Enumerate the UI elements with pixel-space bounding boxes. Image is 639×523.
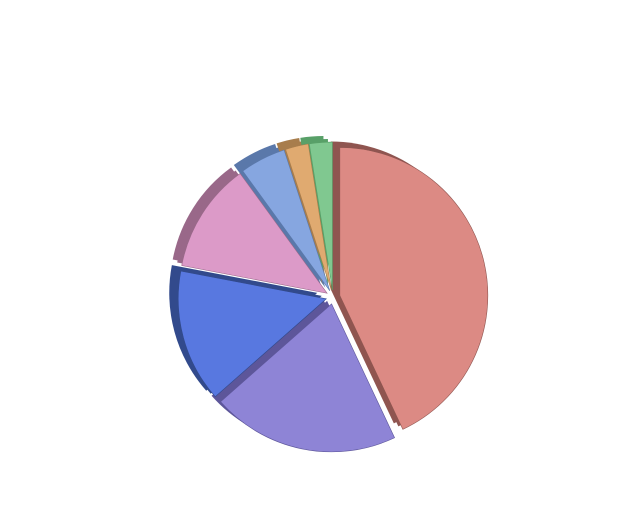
pie-slice-6 <box>285 143 332 291</box>
pie-slice-4 <box>181 173 328 294</box>
pie-slice-1 <box>339 147 489 430</box>
pie-slice-3 <box>177 270 327 398</box>
pie-slice-7 <box>308 141 333 291</box>
pie-slice-2 <box>220 303 395 453</box>
pie-slice-5 <box>242 149 331 291</box>
